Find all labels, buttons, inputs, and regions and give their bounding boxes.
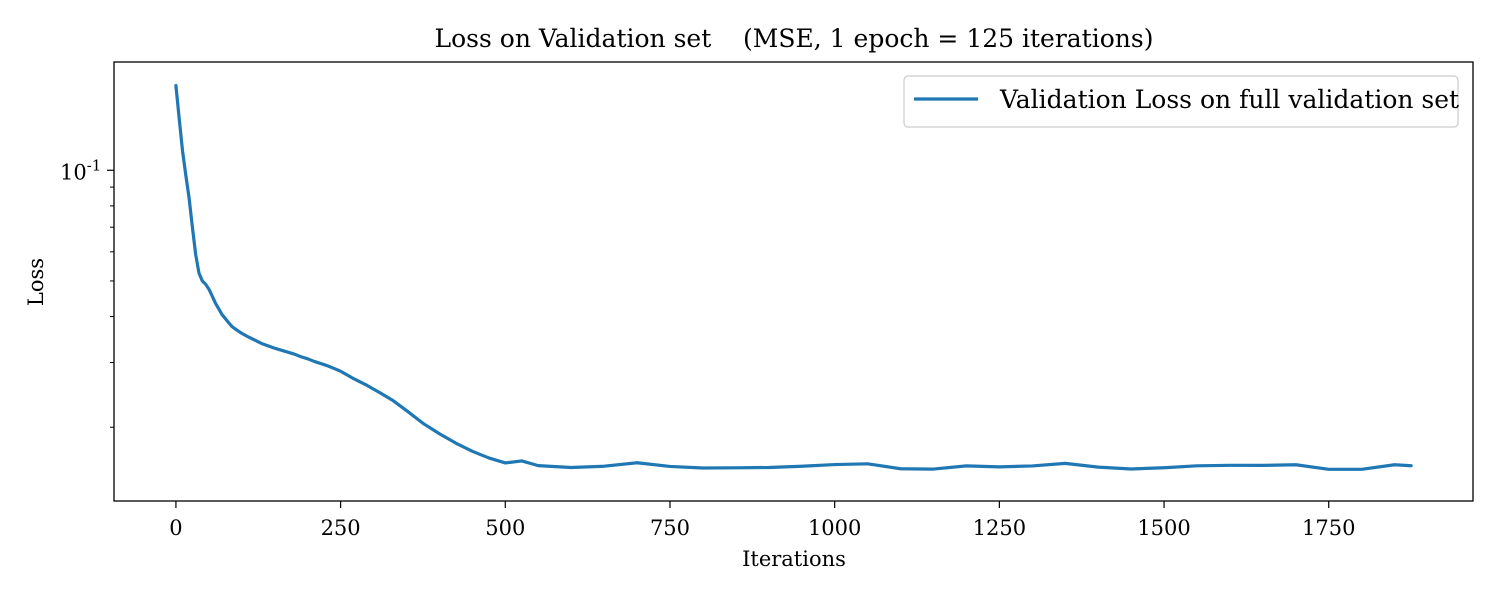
x-tick-label: 750: [650, 516, 690, 540]
x-tick-label: 500: [485, 516, 525, 540]
x-tick-label: 1250: [973, 516, 1026, 540]
y-tick-label: 10-1: [60, 156, 101, 184]
x-tick-label: 1500: [1137, 516, 1190, 540]
x-axis-label: Iterations: [742, 547, 846, 571]
legend-box: [903, 75, 1459, 128]
chart-title: Loss on Validation set (MSE, 1 epoch = 1…: [435, 24, 1154, 53]
x-axis-ticks: 0 250 500 750 1000 1250 1500 1750: [169, 501, 1355, 540]
series-layer: [174, 83, 1413, 471]
validation-loss-line: [174, 83, 1413, 471]
x-tick-label: 1000: [808, 516, 861, 540]
y-axis-label: Loss: [24, 258, 48, 306]
y-tick-label-exponent: -1: [87, 156, 102, 174]
y-tick-label-base: 10: [60, 160, 87, 184]
x-tick-label: 1750: [1302, 516, 1355, 540]
legend-label: Validation Loss on full validation set: [999, 85, 1459, 114]
legend: Validation Loss on full validation set: [903, 75, 1459, 128]
x-tick-label: 250: [321, 516, 361, 540]
x-tick-label: 0: [169, 516, 182, 540]
y-axis-ticks: 10-1: [60, 156, 114, 428]
plot-frame: [113, 61, 1474, 502]
